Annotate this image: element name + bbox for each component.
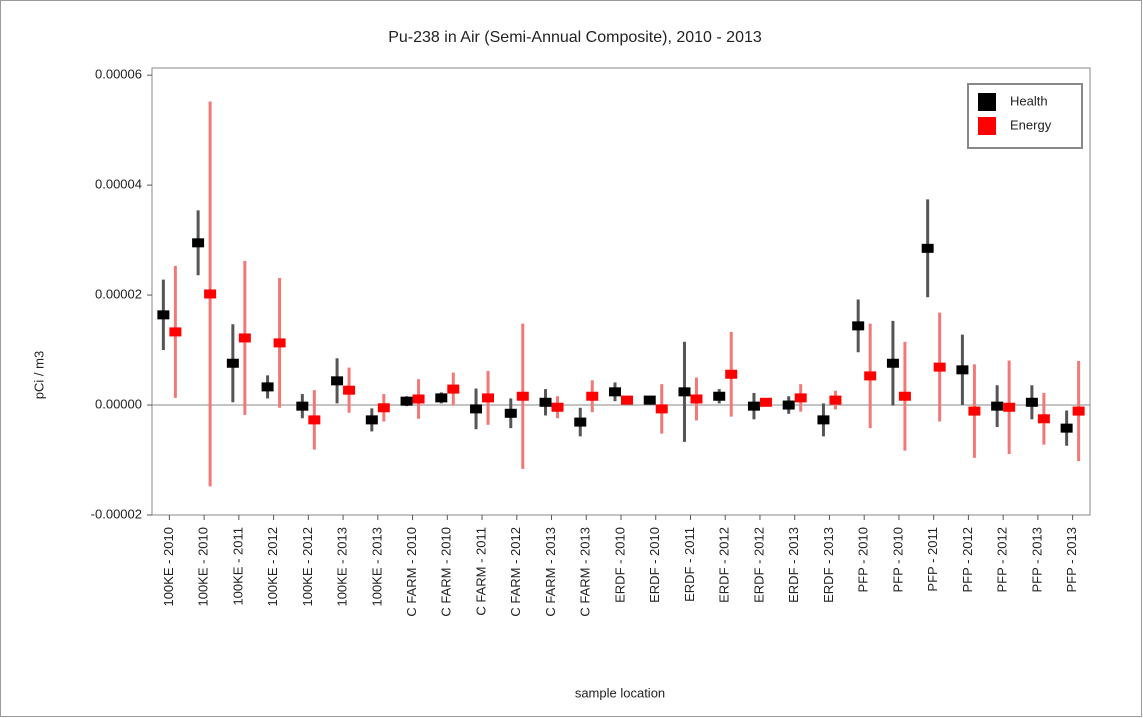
x-tick-label: PFP - 2013	[1029, 527, 1044, 593]
x-tick-label: ERDF - 2013	[821, 527, 836, 603]
point	[643, 395, 656, 405]
point	[621, 395, 633, 405]
x-tick-label: C FARM - 2013	[578, 527, 593, 617]
point	[400, 396, 413, 406]
point	[504, 408, 517, 418]
x-tick-label: ERDF - 2010	[647, 527, 662, 603]
y-tick-label: 0.00002	[95, 287, 142, 302]
y-axis-label: pCi / m3	[31, 351, 46, 399]
x-tick-label: ERDF - 2012	[717, 527, 732, 603]
point	[956, 365, 969, 375]
point	[470, 404, 483, 414]
point	[296, 401, 309, 411]
point	[169, 327, 182, 337]
x-tick-label: 100KE - 2012	[300, 527, 315, 607]
legend-label: Energy	[1010, 117, 1052, 132]
x-tick-label: ERDF - 2010	[612, 527, 627, 603]
x-tick-label: 100KE - 2013	[335, 527, 350, 607]
point	[1060, 423, 1073, 433]
legend-swatch	[978, 93, 996, 111]
y-tick-label: 0.00000	[95, 396, 142, 411]
point	[586, 391, 599, 401]
point	[655, 404, 668, 414]
point	[539, 397, 552, 407]
point	[447, 384, 460, 394]
point	[1072, 406, 1085, 416]
point	[204, 289, 217, 299]
x-tick-label: 100KE - 2013	[369, 527, 384, 607]
point	[482, 393, 495, 403]
legend-label: Health	[1010, 93, 1048, 108]
point	[829, 395, 842, 405]
point	[1003, 402, 1016, 412]
y-tick-label: -0.00002	[91, 506, 142, 521]
x-tick-label: C FARM - 2012	[508, 527, 523, 617]
x-tick-label: 100KE - 2010	[196, 527, 211, 607]
y-tick-label: 0.00006	[95, 67, 142, 82]
point	[725, 369, 738, 379]
point	[678, 387, 691, 397]
chart-title: Pu-238 in Air (Semi-Annual Composite), 2…	[388, 29, 762, 46]
point	[991, 401, 1004, 411]
point	[412, 394, 425, 404]
point	[365, 415, 378, 425]
point	[690, 394, 703, 404]
point	[609, 387, 621, 397]
point	[157, 310, 170, 320]
y-tick-label: 0.00004	[95, 177, 142, 192]
point	[933, 362, 946, 372]
point	[1025, 397, 1038, 407]
point	[435, 393, 448, 403]
point	[1037, 414, 1050, 424]
x-tick-label: PFP - 2010	[890, 527, 905, 593]
point	[921, 243, 934, 253]
point	[238, 333, 251, 343]
point	[308, 415, 321, 425]
point	[747, 401, 760, 411]
x-tick-label: 100KE - 2010	[161, 527, 176, 607]
point	[713, 391, 726, 401]
point	[516, 391, 529, 401]
point	[343, 385, 356, 395]
point	[782, 400, 795, 410]
point	[759, 397, 772, 407]
x-tick-label: C FARM - 2013	[543, 527, 558, 617]
point	[551, 402, 564, 412]
x-tick-label: 100KE - 2012	[265, 527, 280, 607]
x-tick-label: ERDF - 2012	[751, 527, 766, 603]
point	[864, 371, 877, 381]
point	[852, 321, 865, 331]
x-tick-label: PFP - 2012	[960, 527, 975, 593]
point	[331, 376, 344, 386]
x-tick-label: 100KE - 2011	[230, 527, 245, 606]
x-tick-label: PFP - 2012	[995, 527, 1010, 593]
x-tick-label: PFP - 2013	[1064, 527, 1079, 593]
point	[226, 358, 239, 368]
point	[192, 238, 205, 248]
point	[794, 393, 807, 403]
x-tick-label: ERDF - 2011	[682, 527, 697, 602]
point	[574, 417, 587, 427]
point	[968, 406, 981, 416]
legend-swatch	[978, 117, 996, 135]
point	[886, 358, 899, 368]
x-tick-label: C FARM - 2010	[439, 527, 454, 617]
x-tick-label: C FARM - 2011	[473, 527, 488, 616]
point	[261, 382, 274, 392]
x-tick-label: PFP - 2011	[925, 527, 940, 592]
point	[273, 338, 286, 348]
point	[377, 403, 390, 413]
x-axis-label: sample location	[575, 685, 665, 700]
point	[817, 415, 830, 425]
x-tick-label: ERDF - 2013	[786, 527, 801, 603]
x-tick-label: C FARM - 2010	[404, 527, 419, 617]
x-tick-label: PFP - 2010	[856, 527, 871, 593]
point	[898, 391, 911, 401]
